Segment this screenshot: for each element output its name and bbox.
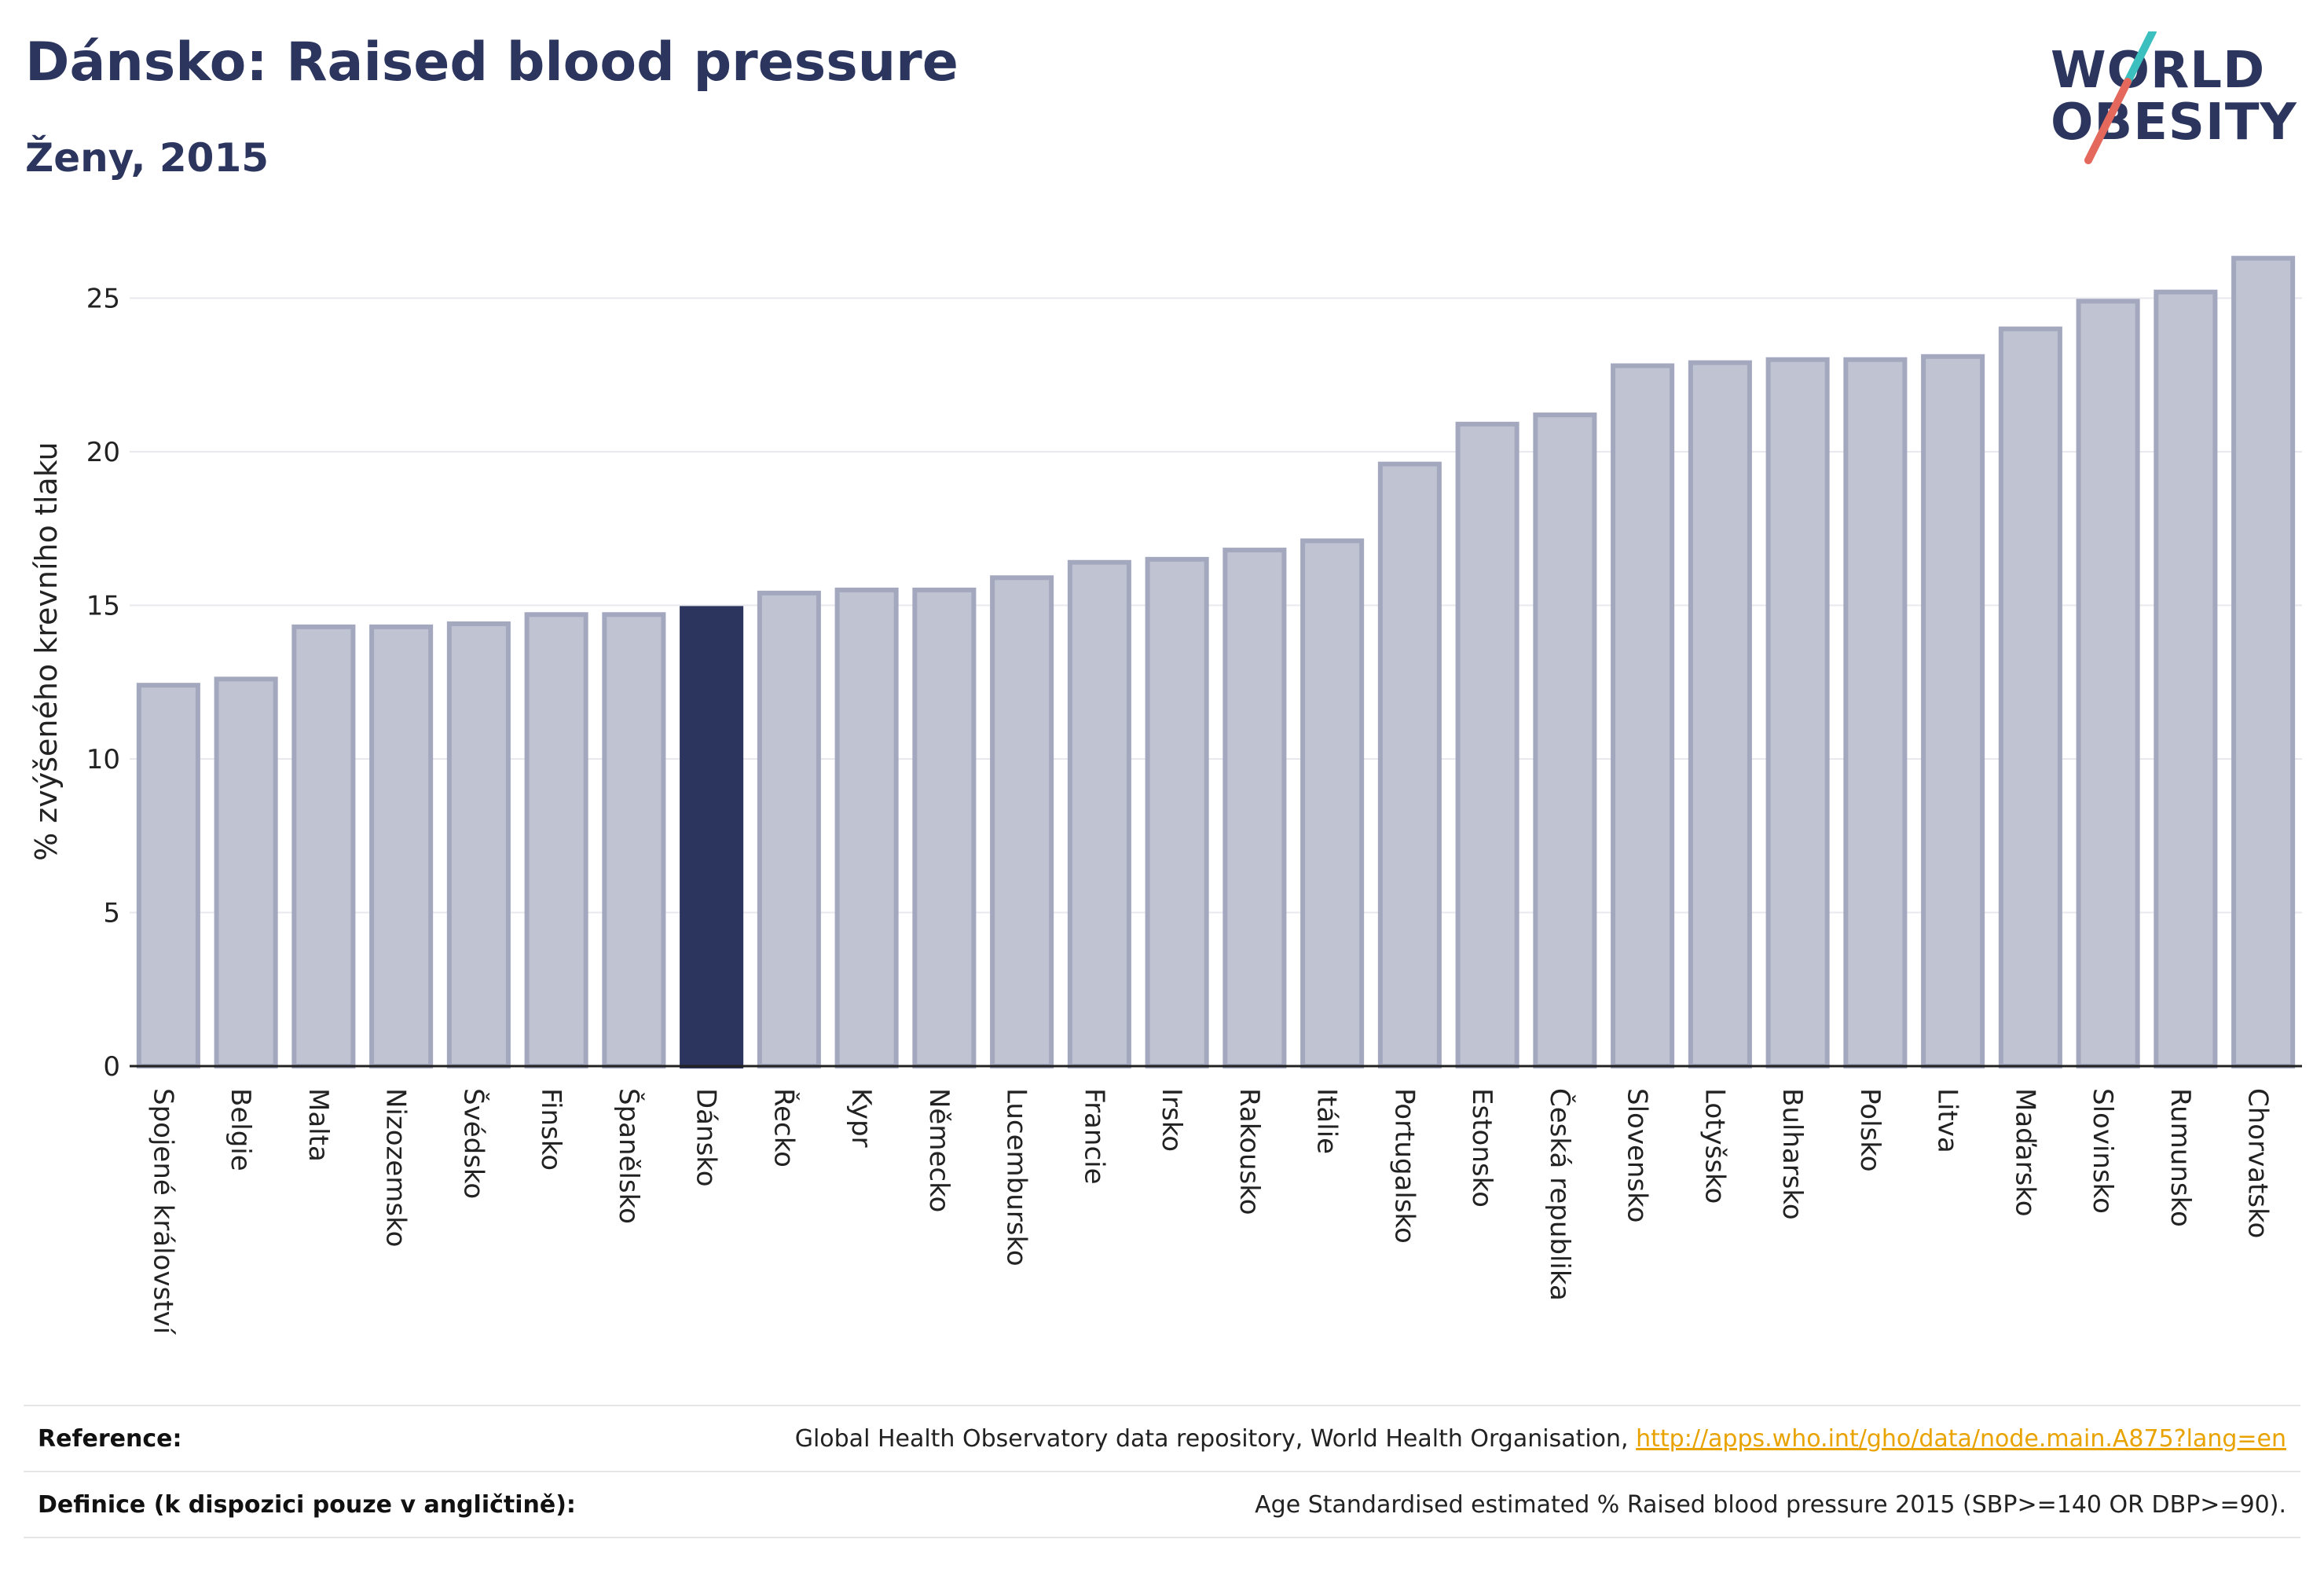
bar[interactable] bbox=[1300, 538, 1365, 1068]
x-tick-label: Belgie bbox=[225, 1088, 256, 1171]
x-tick-label: Řecko bbox=[768, 1088, 800, 1167]
bar[interactable] bbox=[1455, 421, 1519, 1068]
x-tick-label: Bulharsko bbox=[1776, 1088, 1808, 1220]
chart-subtitle: Ženy, 2015 bbox=[25, 135, 269, 181]
x-tick-label: Německo bbox=[923, 1088, 955, 1212]
x-tick-label: Itálie bbox=[1311, 1088, 1343, 1154]
x-tick-label: Rumunsko bbox=[2165, 1088, 2196, 1227]
bar[interactable] bbox=[680, 606, 744, 1069]
x-tick-label: Lotyšsko bbox=[1699, 1088, 1730, 1204]
x-tick-label: Finsko bbox=[535, 1088, 566, 1171]
reference-link[interactable]: http://apps.who.int/gho/data/node.main.A… bbox=[1636, 1424, 2286, 1453]
logo-line-1: WORLD bbox=[2051, 42, 2266, 100]
bars bbox=[136, 255, 2296, 1069]
x-tick-label: Polsko bbox=[1854, 1088, 1886, 1172]
x-tick-label: Dánsko bbox=[691, 1088, 722, 1187]
y-tick-label: 25 bbox=[86, 284, 120, 315]
y-tick-label: 0 bbox=[103, 1051, 120, 1083]
chart-title: Dánsko: Raised blood pressure bbox=[25, 31, 959, 93]
bar[interactable] bbox=[291, 624, 356, 1068]
x-tick-label: Slovinsko bbox=[2087, 1088, 2118, 1214]
x-tick-label: Malta bbox=[302, 1088, 334, 1162]
definition-row: Definice (k dispozici pouze v angličtině… bbox=[24, 1471, 2300, 1538]
y-tick-label: 5 bbox=[103, 898, 120, 929]
bar[interactable] bbox=[1688, 360, 1752, 1069]
world-obesity-logo: WORLD OBESITY bbox=[2051, 31, 2310, 165]
x-tick-label: Rakousko bbox=[1233, 1088, 1265, 1215]
x-tick-label: Kypr bbox=[845, 1088, 877, 1148]
x-tick-label: Litva bbox=[1932, 1088, 1963, 1153]
x-tick-label: Španělsko bbox=[613, 1088, 645, 1224]
bar[interactable] bbox=[1611, 363, 1675, 1068]
logo-slash-icon bbox=[2084, 31, 2157, 164]
bar[interactable] bbox=[524, 612, 588, 1069]
x-tick-label: Irsko bbox=[1156, 1088, 1187, 1152]
y-axis-label: % zvýšeného krevního tlaku bbox=[29, 442, 64, 861]
x-tick-label: Estonsko bbox=[1466, 1088, 1497, 1208]
bar[interactable] bbox=[1222, 548, 1287, 1068]
bar[interactable] bbox=[1921, 354, 1985, 1069]
bar[interactable] bbox=[1843, 357, 1908, 1068]
x-tick-label: Spojené království bbox=[147, 1088, 178, 1336]
reference-row: Reference: Global Health Observatory dat… bbox=[24, 1405, 2300, 1471]
x-tick-label: Chorvatsko bbox=[2242, 1088, 2274, 1238]
bar[interactable] bbox=[369, 624, 434, 1068]
x-tick-label: Nizozemsko bbox=[380, 1088, 412, 1247]
y-tick-label: 15 bbox=[86, 591, 120, 622]
x-tick-label: Švédsko bbox=[457, 1088, 489, 1199]
bar[interactable] bbox=[214, 676, 278, 1069]
bar[interactable] bbox=[2154, 289, 2218, 1069]
bar[interactable] bbox=[2076, 299, 2140, 1069]
y-tick-label: 10 bbox=[86, 744, 120, 775]
bar[interactable] bbox=[834, 587, 899, 1068]
x-tick-label: Portugalsko bbox=[1388, 1088, 1420, 1244]
bar[interactable] bbox=[1765, 357, 1830, 1068]
bar[interactable] bbox=[136, 683, 200, 1068]
bar[interactable] bbox=[912, 587, 977, 1068]
bar[interactable] bbox=[1145, 556, 1209, 1069]
x-tick-label: Slovensko bbox=[1622, 1088, 1653, 1222]
reference-source: Global Health Observatory data repositor… bbox=[795, 1425, 2300, 1453]
bar[interactable] bbox=[1533, 412, 1597, 1068]
bar[interactable] bbox=[1998, 326, 2062, 1069]
logo-line-2: OBESITY bbox=[2051, 93, 2297, 152]
definition-text: Age Standardised estimated % Raised bloo… bbox=[1255, 1490, 2286, 1519]
bar[interactable] bbox=[446, 621, 511, 1068]
bar[interactable] bbox=[1067, 559, 1131, 1068]
bar-chart: 0 5 10 15 20 25 Spojené království Belgie Malta… bbox=[29, 255, 2302, 1336]
reference-label: Reference: bbox=[38, 1424, 182, 1453]
bar[interactable] bbox=[990, 575, 1054, 1068]
y-tick-labels: 0 5 10 15 20 25 bbox=[86, 284, 120, 1083]
x-tick-labels: Spojené království Belgie Malta Nizozemsko Š… bbox=[147, 1088, 2273, 1336]
y-tick-label: 20 bbox=[86, 437, 120, 468]
bar[interactable] bbox=[1377, 461, 1442, 1068]
definition-label: Definice (k dispozici pouze v angličtině… bbox=[38, 1490, 576, 1519]
bar[interactable] bbox=[602, 612, 666, 1069]
bar[interactable] bbox=[757, 590, 821, 1068]
x-tick-label: Francie bbox=[1078, 1088, 1109, 1185]
x-tick-label: Maďarsko bbox=[2009, 1088, 2040, 1217]
x-tick-label: Lucembursko bbox=[1001, 1088, 1032, 1266]
reference-text: Global Health Observatory data repositor… bbox=[794, 1424, 1629, 1453]
bar[interactable] bbox=[2231, 255, 2296, 1068]
x-tick-label: Česká republika bbox=[1544, 1088, 1576, 1301]
